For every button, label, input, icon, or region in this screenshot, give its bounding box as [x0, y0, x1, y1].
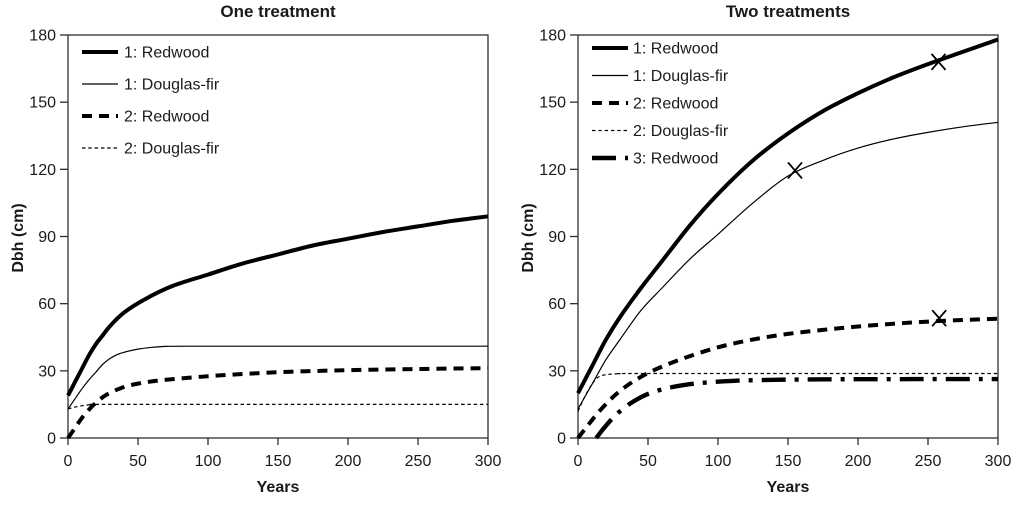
- legend-label: 3: Redwood: [633, 151, 718, 168]
- x-tick-label: 200: [845, 453, 872, 470]
- x-axis-label-left: Years: [256, 479, 300, 496]
- x-tick-label: 0: [64, 453, 73, 470]
- series-line-3-redwood: [594, 376, 998, 440]
- y-axis-label-left: Dbh (cm): [10, 203, 27, 273]
- y-tick-label: 0: [47, 431, 56, 448]
- legend-label: 2: Redwood: [633, 96, 718, 113]
- x-tick-label: 100: [195, 453, 222, 470]
- x-marker: [787, 161, 803, 180]
- y-tick-label: 180: [539, 28, 566, 45]
- y-tick-label: 30: [38, 363, 56, 380]
- x-tick-label: 250: [915, 453, 942, 470]
- series-line-1-douglas-fir: [67, 345, 488, 410]
- y-tick-label: 90: [548, 229, 566, 246]
- x-axis-label-right: Years: [766, 479, 810, 496]
- x-tick-label: 300: [475, 453, 502, 470]
- series-line-2-douglas-fir: [67, 403, 488, 410]
- y-tick-label: 60: [38, 296, 56, 313]
- x-tick-label: 250: [405, 453, 432, 470]
- x-marker-stroke: [931, 309, 947, 327]
- y-tick-label: 150: [539, 95, 566, 112]
- x-tick-label: 100: [705, 453, 732, 470]
- x-tick-label: 50: [129, 453, 147, 470]
- legend-label: 1: Redwood: [633, 41, 718, 58]
- y-tick-label: 60: [548, 296, 566, 313]
- y-tick-label: 180: [29, 28, 56, 45]
- legend-label: 1: Douglas-fir: [124, 77, 220, 94]
- x-marker-stroke: [930, 53, 947, 71]
- y-tick-label: 30: [548, 363, 566, 380]
- panel-title-one-treatment: One treatment: [220, 2, 336, 21]
- legend-label: 2: Douglas-fir: [633, 123, 729, 140]
- series-line-2-douglas-fir: [577, 372, 998, 412]
- y-axis-label-right: Dbh (cm): [520, 203, 537, 273]
- series-line-1-redwood: [66, 214, 489, 397]
- y-tick-label: 120: [539, 162, 566, 179]
- y-tick-label: 90: [38, 229, 56, 246]
- x-marker: [930, 53, 947, 71]
- x-tick-label: 150: [265, 453, 292, 470]
- series-line-2-redwood: [576, 316, 999, 440]
- x-tick-label: 300: [985, 453, 1012, 470]
- x-marker: [931, 309, 947, 327]
- panel-title-two-treatments: Two treatments: [725, 2, 851, 21]
- plot-frame: [67, 34, 489, 439]
- series-line-1-redwood: [576, 37, 999, 395]
- legend-label: 1: Redwood: [124, 45, 209, 62]
- legend-label: 1: Douglas-fir: [633, 68, 729, 85]
- legend-label: 2: Redwood: [124, 109, 209, 126]
- series-line-1-douglas-fir: [577, 121, 999, 410]
- x-tick-label: 200: [335, 453, 362, 470]
- series-line-2-redwood: [66, 366, 489, 440]
- y-tick-label: 150: [29, 95, 56, 112]
- y-tick-label: 0: [557, 431, 566, 448]
- y-tick-label: 120: [29, 162, 56, 179]
- x-tick-label: 50: [639, 453, 657, 470]
- x-tick-label: 150: [775, 453, 802, 470]
- x-marker-stroke: [787, 161, 803, 180]
- x-tick-label: 0: [574, 453, 583, 470]
- legend-label: 2: Douglas-fir: [124, 141, 220, 158]
